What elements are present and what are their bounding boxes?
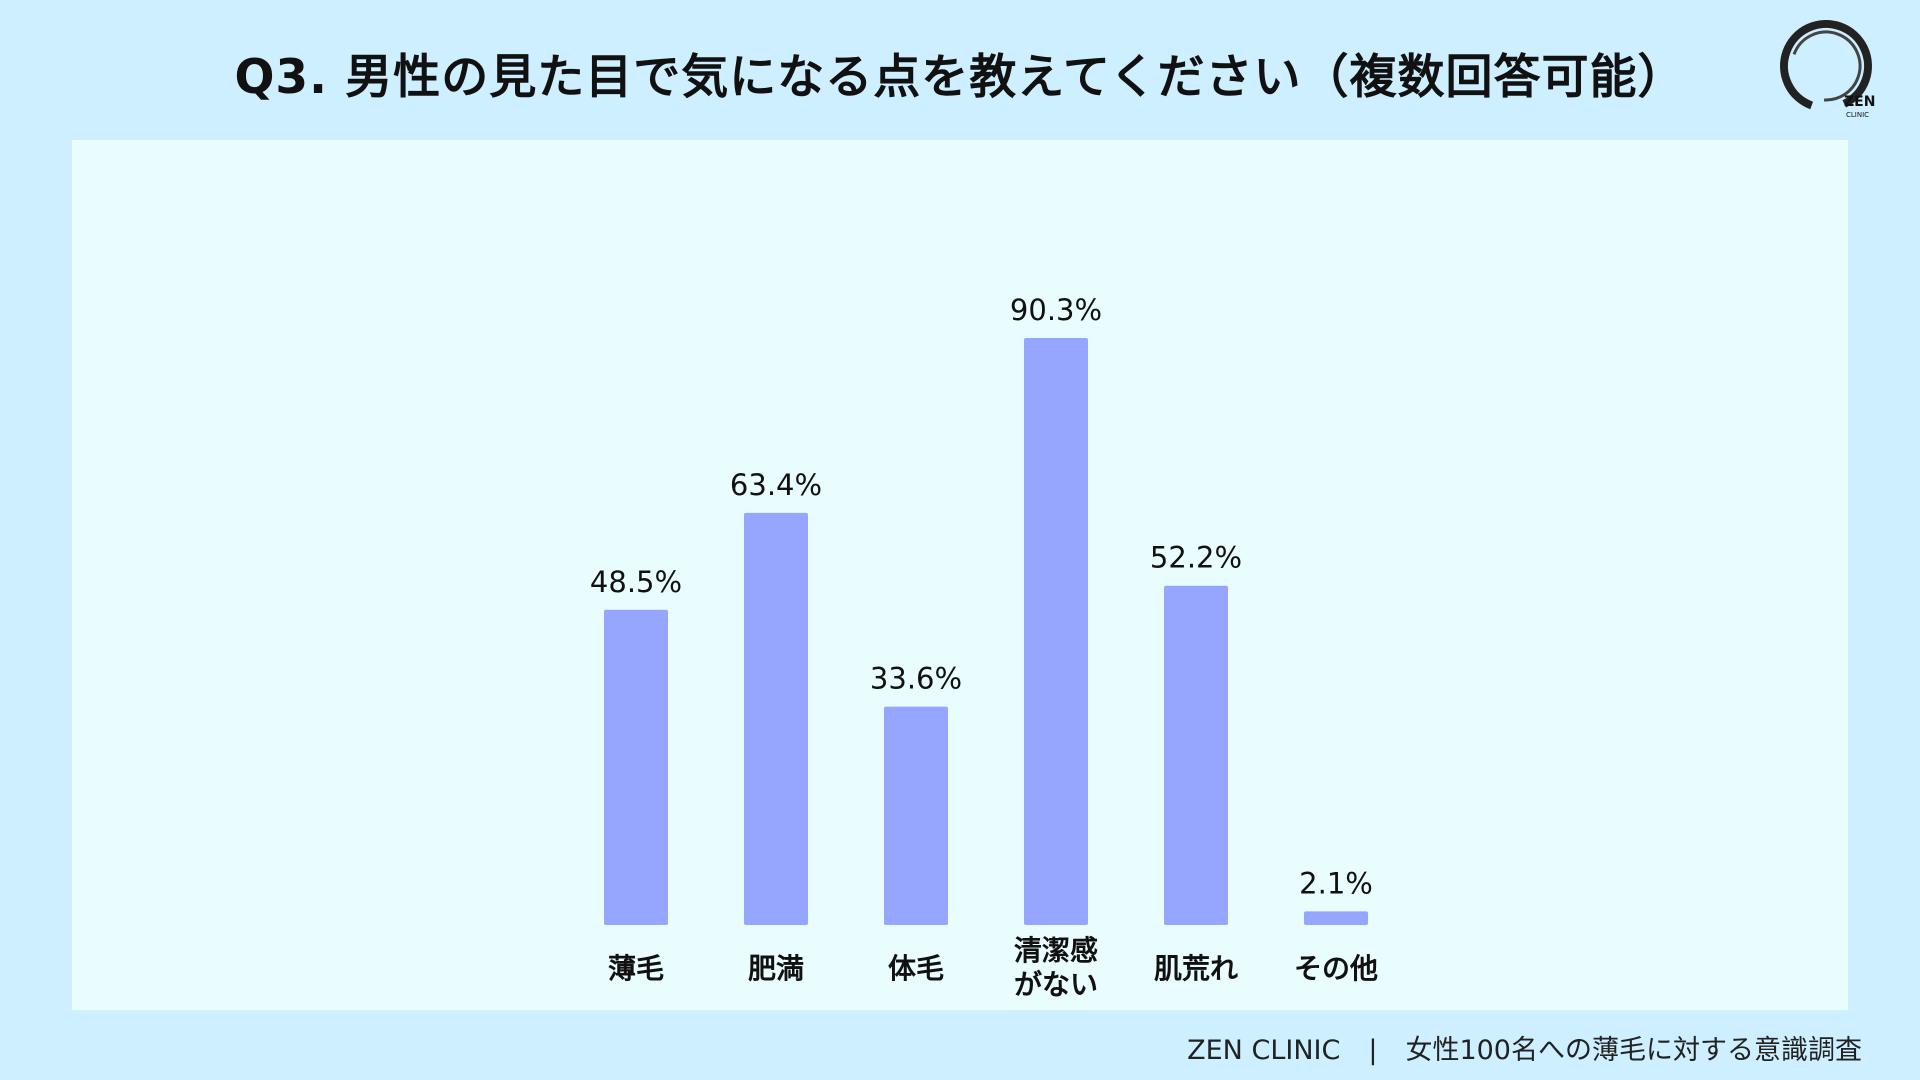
- chart-title: Q3. 男性の見た目で気になる点を教えてください（複数回答可能）: [234, 50, 1686, 105]
- category-label-5: 肌荒れ: [1154, 952, 1238, 985]
- value-label-1: 48.5%: [590, 565, 682, 599]
- value-label-5: 52.2%: [1150, 541, 1242, 575]
- bar-3: [884, 706, 948, 925]
- value-label-4: 90.3%: [1010, 293, 1102, 327]
- bar-6: [1304, 911, 1368, 925]
- bar-4: [1024, 338, 1088, 925]
- bar-chart: 48.5% 薄毛 63.4% 肥満 33.6% 体毛 90.3% 清潔感がない 52.2% 肌荒れ…: [590, 293, 1378, 1001]
- footer-org: ZEN CLINIC: [1187, 1035, 1341, 1066]
- category-label-1: 薄毛: [608, 952, 664, 985]
- category-label-4: 清潔感がない: [1014, 934, 1098, 1001]
- value-label-3: 33.6%: [870, 662, 962, 696]
- category-label-2: 肥満: [748, 952, 804, 985]
- bar-5: [1164, 585, 1228, 925]
- logo-sub-text: CLINIC: [1846, 111, 1869, 119]
- logo-brand-text: ZEN: [1844, 94, 1875, 110]
- footer: ZEN CLINIC | 女性100名への薄毛に対する意識調査: [1182, 1028, 1862, 1067]
- bar-2: [744, 512, 808, 925]
- footer-survey-title: 女性100名への薄毛に対する意識調査: [1405, 1035, 1862, 1066]
- footer-separator: |: [1368, 1035, 1378, 1066]
- value-label-2: 63.4%: [730, 468, 822, 502]
- value-label-6: 2.1%: [1299, 866, 1373, 900]
- bar-1: [604, 609, 668, 925]
- zen-clinic-logo: ZEN CLINIC: [1780, 20, 1875, 119]
- category-label-3: 体毛: [888, 952, 944, 985]
- chart-panel: 48.5% 薄毛 63.4% 肥満 33.6% 体毛 90.3% 清潔感がない 52.2% 肌荒れ…: [72, 140, 1848, 1010]
- category-label-6: その他: [1294, 952, 1378, 985]
